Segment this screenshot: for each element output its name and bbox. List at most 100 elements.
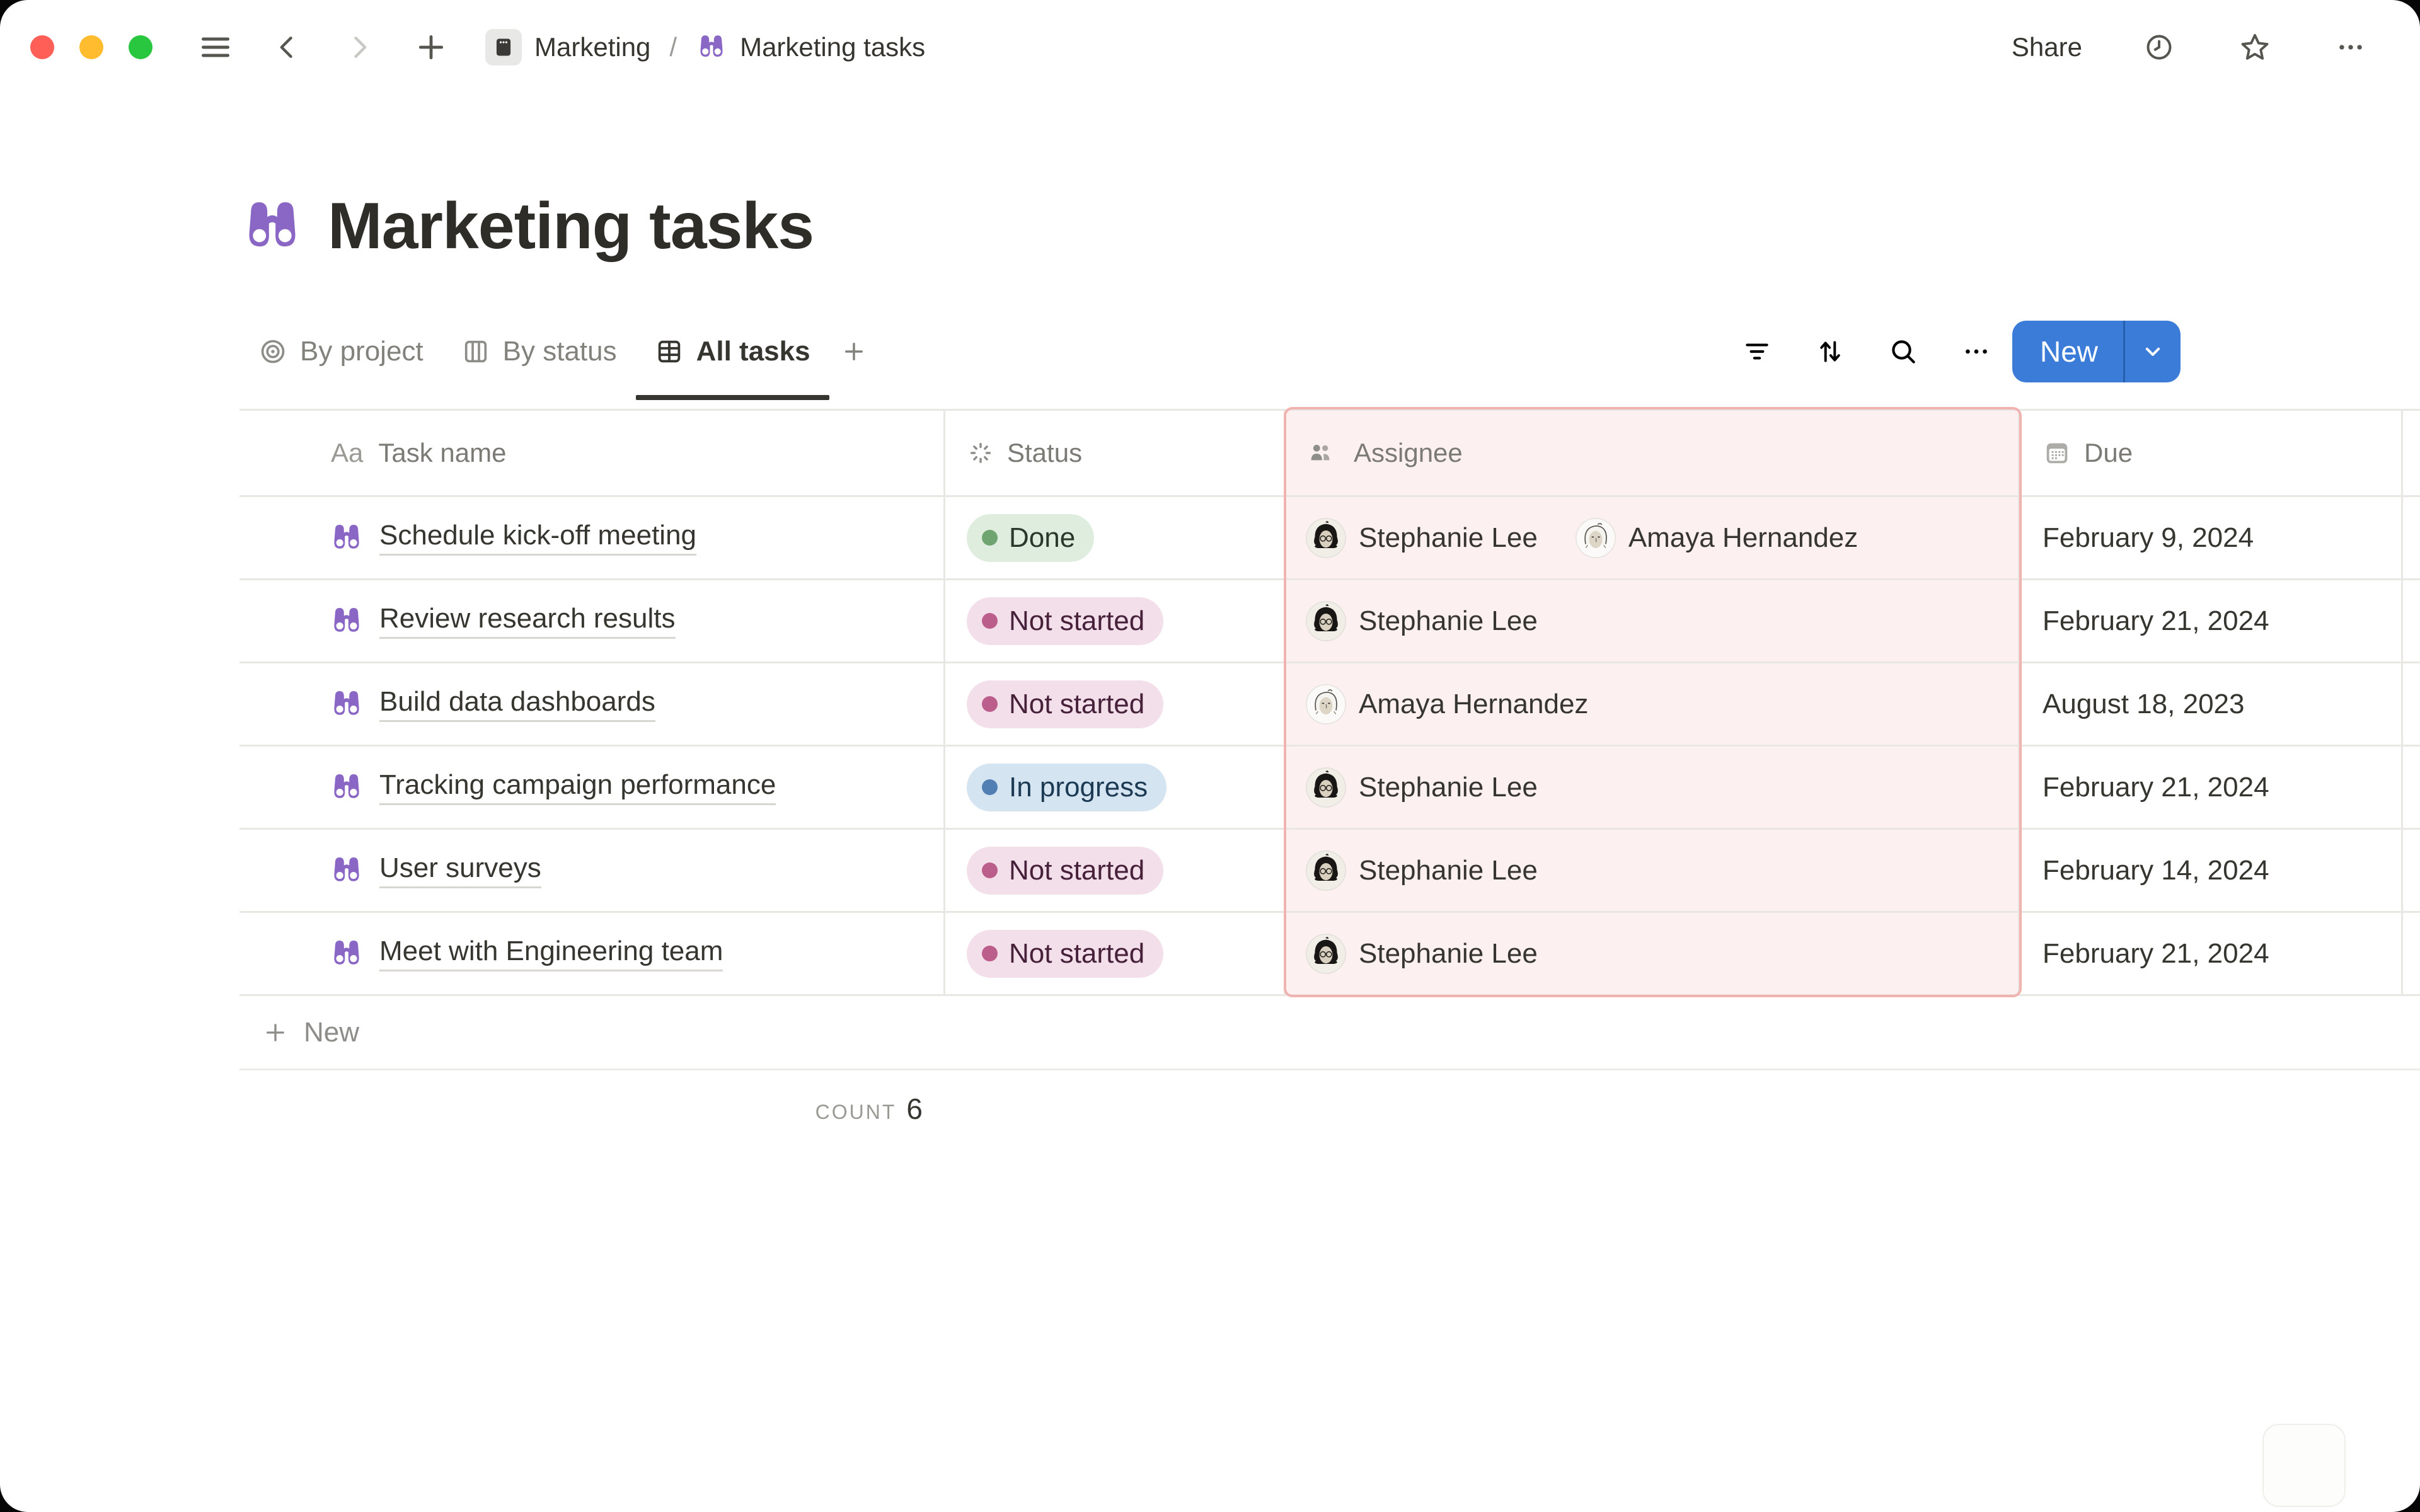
task-name-cell[interactable]: Meet with Engineering team	[239, 913, 945, 994]
avatar	[1306, 517, 1346, 558]
task-link[interactable]: Review research results	[379, 603, 676, 639]
due-cell[interactable]: February 21, 2024	[2020, 747, 2403, 828]
column-header-task-name[interactable]: Aa Task name	[239, 411, 945, 495]
column-label: Task name	[378, 438, 507, 467]
task-name-cell[interactable]: Tracking campaign performance	[239, 747, 945, 828]
breadcrumb-item-marketing-tasks[interactable]: Marketing tasks	[696, 32, 925, 63]
tab-label: By project	[300, 336, 424, 367]
due-cell[interactable]: August 18, 2023	[2020, 663, 2403, 745]
status-badge[interactable]: Not started	[967, 929, 1164, 978]
tab-label: All tasks	[696, 336, 810, 367]
assignee-cell[interactable]: Amaya Hernandez	[1286, 663, 2020, 745]
status-badge[interactable]: Not started	[967, 597, 1164, 645]
column-header-status[interactable]: Status	[945, 411, 1286, 495]
assignee-chip[interactable]: Stephanie Lee	[1306, 933, 1538, 974]
view-options-icon[interactable]	[1958, 333, 1995, 370]
status-cell[interactable]: Not started	[945, 830, 1286, 911]
task-link[interactable]: Build data dashboards	[379, 686, 655, 722]
status-badge[interactable]: Not started	[967, 680, 1164, 728]
page-header: Marketing tasks	[239, 189, 2181, 264]
status-badge[interactable]: Not started	[967, 846, 1164, 895]
breadcrumb-label: Marketing tasks	[740, 32, 926, 62]
due-date: February 21, 2024	[2043, 937, 2269, 969]
zoom-window-button[interactable]	[129, 35, 153, 59]
filter-icon[interactable]	[1739, 333, 1775, 370]
assignee-cell[interactable]: Stephanie Lee Amaya Hernandez	[1286, 497, 2020, 578]
task-link[interactable]: Meet with Engineering team	[379, 936, 723, 971]
breadcrumb-item-marketing[interactable]: Marketing	[485, 29, 650, 66]
assignee-name: Stephanie Lee	[1359, 771, 1538, 803]
more-options-icon[interactable]	[2332, 28, 2370, 66]
search-icon[interactable]	[1885, 333, 1922, 370]
task-name-cell[interactable]: Review research results	[239, 580, 945, 662]
due-date: February 9, 2024	[2043, 522, 2254, 553]
avatar	[1306, 767, 1346, 808]
tab-all-tasks[interactable]: All tasks	[635, 317, 829, 400]
status-dot-icon	[982, 946, 998, 961]
assignee-chip[interactable]: Stephanie Lee	[1306, 850, 1538, 891]
status-badge[interactable]: In progress	[967, 763, 1167, 811]
status-label: Done	[1009, 522, 1076, 553]
new-button-label[interactable]: New	[2039, 335, 2098, 368]
task-name-cell[interactable]: Build data dashboards	[239, 663, 945, 745]
assignee-chip[interactable]: Stephanie Lee	[1306, 767, 1538, 808]
help-button[interactable]	[2262, 1424, 2346, 1507]
breadcrumb-label: Marketing	[534, 32, 651, 62]
status-cell[interactable]: Not started	[945, 663, 1286, 745]
assignee-cell[interactable]: Stephanie Lee	[1286, 747, 2020, 828]
board-icon	[461, 337, 490, 366]
assignee-chip[interactable]: Amaya Hernandez	[1575, 517, 1858, 558]
binoculars-icon	[329, 687, 364, 722]
new-row-button[interactable]: New	[239, 996, 2420, 1070]
assignee-chip[interactable]: Stephanie Lee	[1306, 600, 1538, 641]
add-view-icon[interactable]	[841, 338, 867, 365]
views-toolbar: By project By status All tasks	[239, 304, 2181, 400]
due-cell[interactable]: February 9, 2024	[2020, 497, 2403, 578]
chevron-down-icon[interactable]	[2125, 321, 2181, 382]
sidebar-menu-icon[interactable]	[197, 28, 234, 66]
binoculars-icon	[329, 936, 364, 971]
assignee-chip[interactable]: Amaya Hernandez	[1306, 684, 1588, 724]
minimize-window-button[interactable]	[79, 35, 103, 59]
history-clock-icon[interactable]	[2140, 28, 2178, 66]
row-spacer	[2403, 497, 2420, 578]
column-header-assignee[interactable]: Assignee	[1286, 411, 2020, 495]
favorite-star-icon[interactable]	[2236, 28, 2274, 66]
table-body: Schedule kick-off meeting Done Stephanie…	[239, 497, 2420, 996]
status-cell[interactable]: Not started	[945, 913, 1286, 994]
tab-by-project[interactable]: By project	[239, 317, 442, 386]
table-row: Meet with Engineering team Not started S…	[239, 913, 2420, 996]
task-link[interactable]: User surveys	[379, 852, 541, 888]
status-cell[interactable]: Done	[945, 497, 1286, 578]
status-cell[interactable]: Not started	[945, 580, 1286, 662]
due-cell[interactable]: February 14, 2024	[2020, 830, 2403, 911]
forward-button[interactable]	[340, 28, 378, 66]
due-cell[interactable]: February 21, 2024	[2020, 580, 2403, 662]
assignee-cell[interactable]: Stephanie Lee	[1286, 580, 2020, 662]
task-link[interactable]: Schedule kick-off meeting	[379, 520, 697, 556]
column-header-due[interactable]: Due	[2020, 411, 2403, 495]
assignee-chip[interactable]: Stephanie Lee	[1306, 517, 1538, 558]
new-record-button[interactable]: New	[2012, 321, 2181, 382]
column-aggregate[interactable]: COUNT 6	[239, 1092, 945, 1136]
breadcrumb: Marketing / Marketing tasks	[485, 29, 925, 66]
task-link[interactable]: Tracking campaign performance	[379, 769, 776, 805]
people-icon	[1306, 438, 1335, 467]
back-button[interactable]	[268, 28, 306, 66]
status-cell[interactable]: In progress	[945, 747, 1286, 828]
tab-by-status[interactable]: By status	[442, 317, 636, 386]
task-name-cell[interactable]: Schedule kick-off meeting	[239, 497, 945, 578]
row-spacer	[2403, 663, 2420, 745]
close-window-button[interactable]	[30, 35, 54, 59]
new-page-icon[interactable]	[412, 28, 450, 66]
assignee-cell[interactable]: Stephanie Lee	[1286, 830, 2020, 911]
sort-icon[interactable]	[1812, 333, 1848, 370]
assignee-name: Amaya Hernandez	[1628, 522, 1858, 553]
aggregate-value: 6	[906, 1092, 923, 1125]
assignee-cell[interactable]: Stephanie Lee	[1286, 913, 2020, 994]
due-cell[interactable]: February 21, 2024	[2020, 913, 2403, 994]
task-name-cell[interactable]: User surveys	[239, 830, 945, 911]
status-badge[interactable]: Done	[967, 513, 1095, 562]
share-button[interactable]: Share	[2011, 32, 2082, 62]
table-row: Tracking campaign performance In progres…	[239, 747, 2420, 830]
